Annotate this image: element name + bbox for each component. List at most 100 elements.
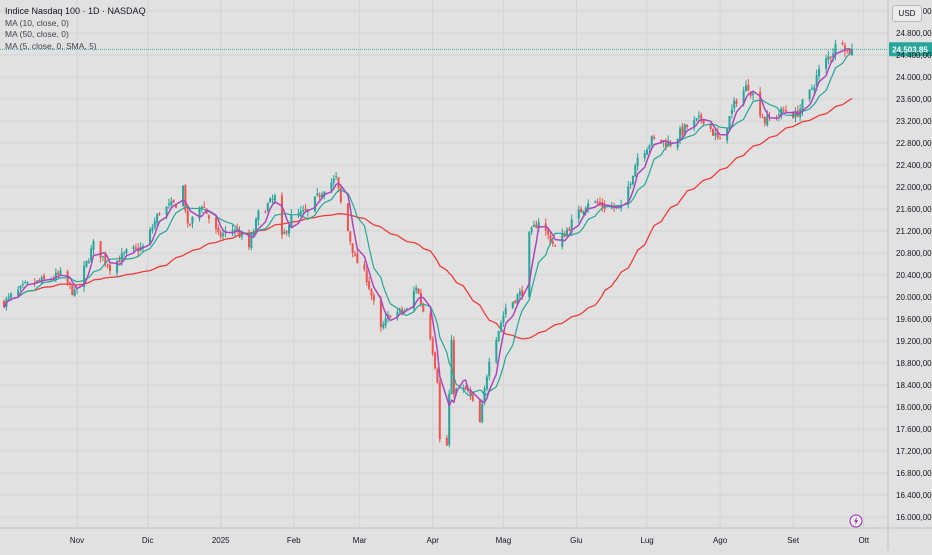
candle-up — [532, 224, 536, 227]
candle-down — [429, 313, 432, 339]
candle-down — [372, 294, 375, 301]
candle-up — [794, 110, 797, 118]
candle-down — [118, 260, 121, 263]
candle-up — [528, 232, 531, 298]
candle-down — [236, 228, 239, 230]
candle-up — [222, 233, 225, 236]
candle-down — [829, 56, 832, 58]
candle-down — [318, 194, 321, 198]
y-tick-label: 18.000,00 — [896, 403, 932, 412]
candle-down — [735, 101, 738, 104]
y-tick-label: 23.200,00 — [896, 117, 932, 126]
candle-up — [488, 361, 491, 377]
legend-ma5[interactable]: MA (5, close, 0, SMA, 5) — [5, 40, 97, 51]
candle-down — [846, 50, 849, 52]
candle-up — [330, 182, 333, 191]
candle-down — [686, 125, 689, 128]
candle-down — [189, 223, 192, 226]
candle-down — [702, 120, 705, 124]
y-tick-label: 20.000,00 — [896, 293, 932, 302]
candle-up — [594, 201, 597, 203]
candle-down — [134, 247, 137, 249]
candle-up — [834, 44, 837, 56]
legend-ma10[interactable]: MA (10, close, 0) — [5, 17, 69, 28]
candle-up — [200, 206, 203, 210]
x-tick-label: Giu — [570, 536, 582, 545]
candle-up — [273, 195, 276, 201]
candle-down — [186, 210, 189, 224]
candles — [2, 39, 854, 448]
ma5-line — [3, 48, 853, 407]
candle-up — [19, 285, 22, 289]
candle-down — [214, 217, 218, 230]
candle-down — [2, 301, 6, 308]
candle-up — [728, 115, 731, 130]
y-tick-label: 19.200,00 — [896, 337, 932, 346]
candle-down — [365, 270, 368, 283]
candle-down — [238, 230, 241, 238]
candle-up — [730, 109, 733, 114]
candle-up — [808, 89, 811, 100]
candle-down — [203, 206, 206, 208]
candle-down — [431, 338, 434, 354]
y-tick-label: 24.000,00 — [896, 73, 932, 82]
candle-down — [554, 245, 557, 247]
currency-button[interactable]: USD — [892, 5, 922, 22]
candle-up — [412, 291, 415, 309]
candle-up — [149, 229, 152, 245]
candle-down — [464, 386, 467, 390]
y-tick-label: 16.000,00 — [896, 513, 932, 522]
candle-up — [90, 248, 93, 262]
candle-up — [495, 340, 498, 363]
x-tick-label: Feb — [287, 536, 301, 545]
candle-up — [813, 87, 816, 91]
candle-down — [514, 300, 517, 303]
legend-ma50[interactable]: MA (50, close, 0) — [5, 29, 69, 39]
candle-up — [500, 322, 503, 331]
candle-down — [353, 254, 356, 256]
candle-down — [660, 139, 663, 143]
candle-up — [695, 117, 698, 120]
candle-down — [68, 282, 71, 286]
candle-up — [405, 308, 408, 311]
candle-down — [719, 138, 722, 140]
y-tick-label: 22.000,00 — [896, 183, 932, 192]
candle-down — [368, 280, 371, 289]
candle-up — [643, 153, 646, 159]
candle-up — [153, 221, 156, 228]
y-tick-label: 20.800,00 — [896, 249, 932, 258]
candle-down — [709, 123, 712, 129]
last-price-label: 24.503,85 — [892, 45, 928, 54]
flash-icon[interactable] — [849, 514, 863, 528]
candle-up — [537, 222, 540, 229]
candle-down — [349, 231, 352, 242]
candle-up — [518, 291, 521, 296]
candle-down — [535, 224, 538, 228]
candle-up — [733, 100, 736, 109]
candle-up — [85, 260, 88, 267]
ma50-line — [3, 97, 853, 340]
candle-up — [398, 308, 401, 311]
candle-up — [116, 260, 119, 273]
candle-down — [547, 229, 550, 235]
candle-up — [742, 90, 745, 104]
candle-up — [766, 115, 769, 126]
candle-down — [106, 264, 109, 266]
candle-up — [667, 140, 670, 147]
y-tick-label: 21.200,00 — [896, 227, 932, 236]
candle-up — [167, 203, 170, 206]
candle-down — [843, 45, 846, 51]
candle-down — [38, 280, 41, 282]
candle-up — [26, 282, 29, 284]
candle-down — [57, 272, 60, 275]
candle-up — [676, 139, 679, 148]
candle-down — [653, 137, 656, 139]
candle-up — [255, 218, 258, 231]
candle-down — [104, 254, 107, 264]
y-tick-label: 18.800,00 — [896, 359, 932, 368]
candle-up — [231, 230, 234, 232]
candle-up — [17, 289, 20, 296]
